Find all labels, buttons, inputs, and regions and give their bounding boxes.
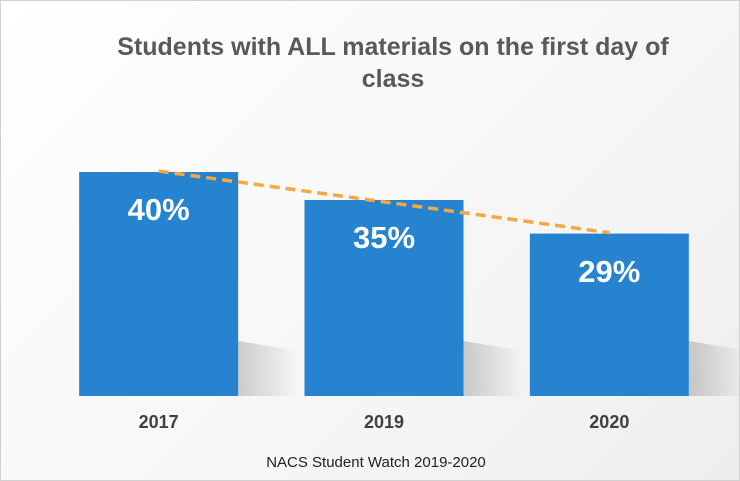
trendline (158, 169, 610, 235)
x-tick-label: 2019 (364, 412, 404, 432)
value-label: 35% (353, 220, 415, 255)
x-tick-label: 2020 (589, 412, 629, 432)
value-label: 29% (578, 254, 640, 289)
x-tick-label: 2017 (139, 412, 179, 432)
bar (304, 200, 464, 396)
bar-shadow (238, 341, 299, 396)
bar (529, 233, 689, 396)
bar-shadow (463, 341, 524, 396)
bar (79, 172, 239, 396)
value-label: 40% (128, 192, 190, 227)
bar-shadow (688, 341, 739, 396)
source-note: NACS Student Watch 2019-2020 (266, 454, 486, 471)
chart-title: Students with ALL materials on the first… (117, 33, 669, 93)
